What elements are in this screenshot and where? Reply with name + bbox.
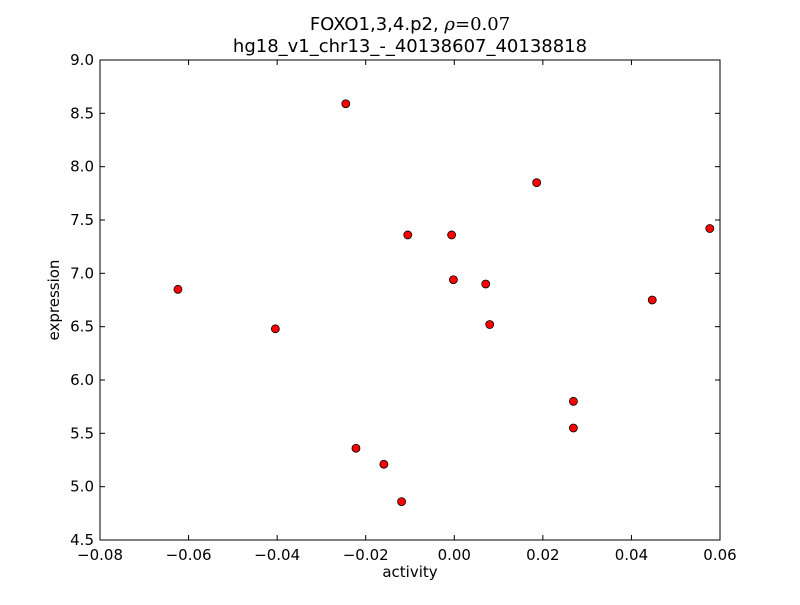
data-point xyxy=(705,224,715,233)
x-tick-label: −0.06 xyxy=(166,546,212,564)
chart-title-line1: FOXO1,3,4.p2, ρ=0.07 xyxy=(310,14,510,35)
x-tick-label: 0.02 xyxy=(526,546,559,564)
y-tick-label: 7.0 xyxy=(70,264,94,282)
y-tick-label: 8.5 xyxy=(70,104,94,122)
data-point xyxy=(270,324,280,334)
data-point xyxy=(481,279,491,289)
data-point xyxy=(647,295,657,305)
data-point xyxy=(447,230,457,240)
y-tick-label: 5.5 xyxy=(70,424,94,442)
y-tick-label: 9.0 xyxy=(70,51,94,69)
x-tick-label: 0.04 xyxy=(615,546,648,564)
data-point xyxy=(569,423,578,433)
data-point xyxy=(485,320,495,329)
plot-area-frame xyxy=(99,59,721,541)
data-point xyxy=(351,443,361,453)
data-points xyxy=(173,99,715,507)
y-axis-label: expression xyxy=(45,260,63,341)
x-tick-label: 0.00 xyxy=(438,546,471,564)
x-tick-label: 0.06 xyxy=(703,546,736,564)
x-tick-label: −0.08 xyxy=(77,546,123,564)
y-tick-label: 7.5 xyxy=(70,211,94,229)
y-tick-label: 8.0 xyxy=(70,158,94,176)
y-tick-label: 5.0 xyxy=(70,478,94,496)
x-tick-label: −0.02 xyxy=(343,546,389,564)
data-point xyxy=(569,396,578,406)
data-point xyxy=(341,99,351,109)
y-tick-label: 6.5 xyxy=(70,318,94,336)
data-point xyxy=(379,459,389,469)
data-point xyxy=(173,284,183,294)
x-axis-label: activity xyxy=(382,563,437,581)
x-tick-label: −0.04 xyxy=(254,546,300,564)
data-point xyxy=(397,497,406,507)
y-tick-label: 4.5 xyxy=(70,531,94,549)
data-point xyxy=(448,275,458,285)
data-point xyxy=(403,230,413,240)
axis-ticks: −0.08 −0.06 −0.04 −0.02 0.00 0.02 0.04 0.06 4.5 5… xyxy=(70,51,737,564)
chart-title-line2: hg18_v1_chr13_-_40138607_40138818 xyxy=(233,36,587,57)
data-point xyxy=(532,178,542,188)
y-tick-label: 6.0 xyxy=(70,371,94,389)
